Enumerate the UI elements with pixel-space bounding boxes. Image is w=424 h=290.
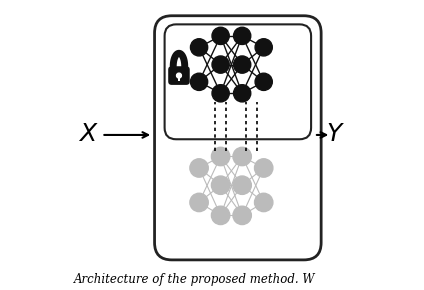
Text: $X$: $X$ [78,124,99,146]
Circle shape [254,193,273,212]
Circle shape [233,147,251,166]
Circle shape [234,85,251,102]
Circle shape [254,159,273,177]
FancyBboxPatch shape [168,66,190,85]
Text: Architecture of the proposed method. W: Architecture of the proposed method. W [74,273,315,286]
Circle shape [212,27,229,44]
Circle shape [233,176,251,194]
Circle shape [190,39,208,56]
Circle shape [255,39,272,56]
Circle shape [212,85,229,102]
Text: $Y$: $Y$ [326,124,345,146]
Bar [178,77,180,81]
Circle shape [190,159,208,177]
FancyBboxPatch shape [165,24,311,139]
Circle shape [190,193,208,212]
Circle shape [233,206,251,224]
Circle shape [212,56,229,73]
Circle shape [212,206,230,224]
Circle shape [176,73,181,78]
Circle shape [212,147,230,166]
Circle shape [255,73,272,90]
Circle shape [190,73,208,90]
Circle shape [234,27,251,44]
Circle shape [234,56,251,73]
Circle shape [212,176,230,194]
FancyBboxPatch shape [155,16,321,260]
